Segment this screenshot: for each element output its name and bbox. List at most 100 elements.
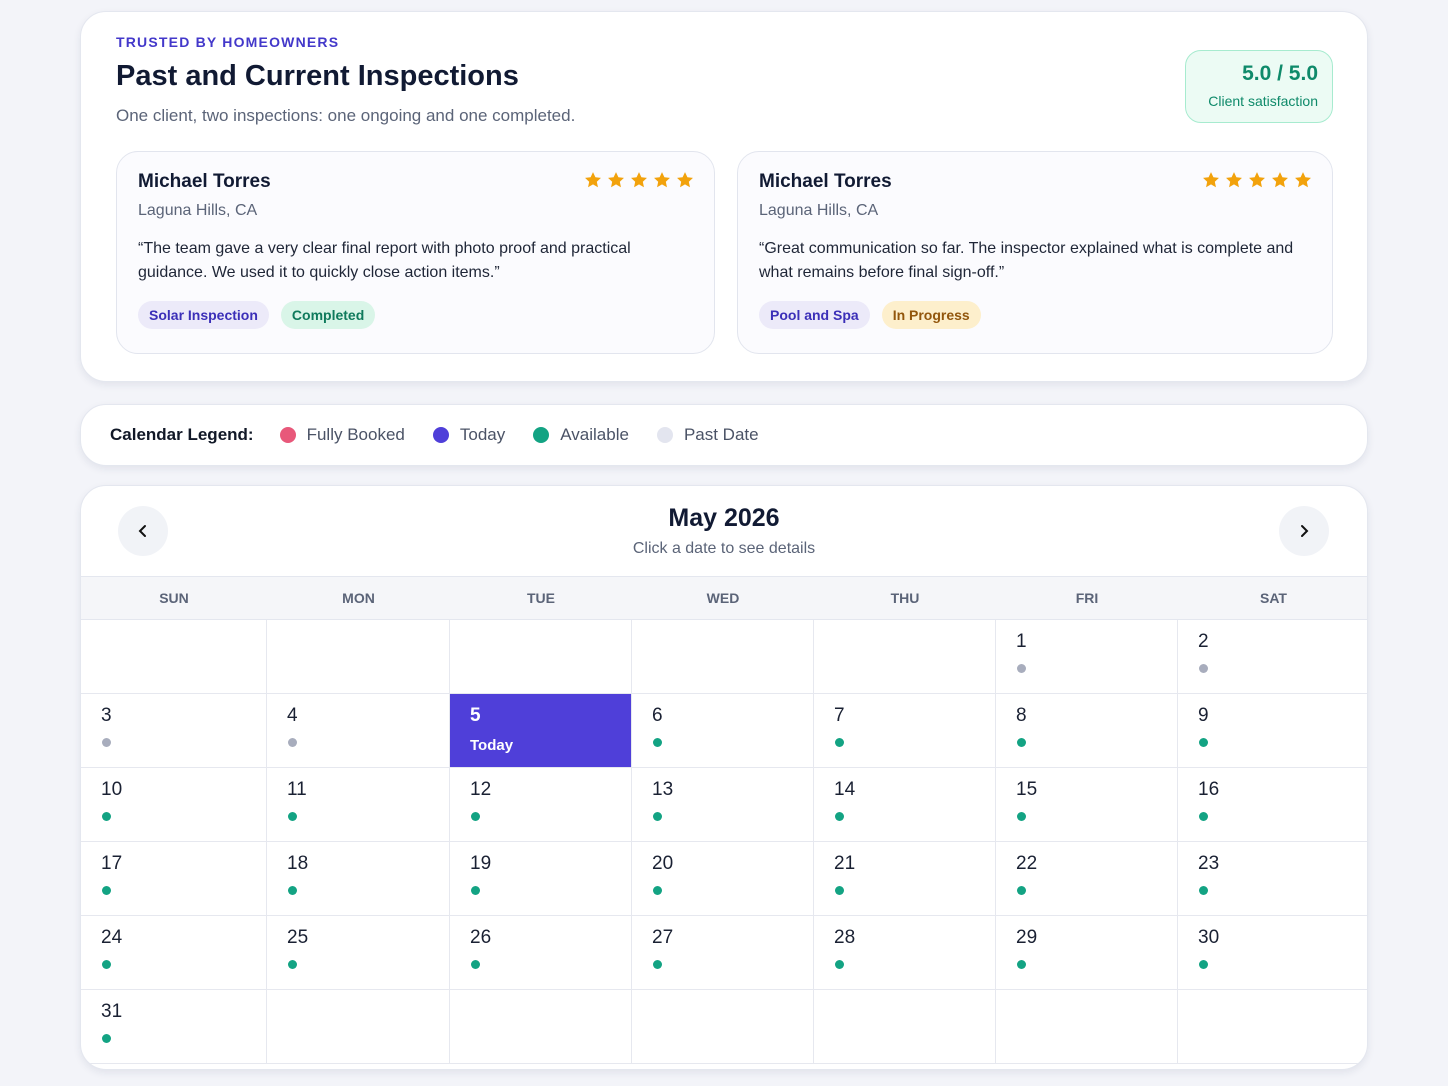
day-cell[interactable]: 19 [450, 842, 632, 916]
legend-item: Today [432, 425, 505, 445]
chevron-left [138, 525, 146, 537]
tags: Solar Inspection Completed [138, 301, 693, 329]
status-dot [288, 960, 297, 969]
star [1295, 172, 1311, 188]
status-dot [102, 738, 111, 747]
legend-dot [279, 427, 296, 443]
star [585, 172, 601, 188]
day-number: 2 [1198, 631, 1209, 652]
day-cell[interactable]: 11 [267, 768, 450, 842]
day-number: 16 [1198, 779, 1220, 800]
status-dot [1199, 738, 1208, 747]
prev-month[interactable] [118, 506, 168, 556]
status-dot [471, 886, 480, 895]
day-cell[interactable]: 8 [996, 694, 1178, 768]
day-cell[interactable]: 25 [267, 916, 450, 990]
status-dot [1199, 812, 1208, 821]
legend-item: Available [533, 425, 629, 445]
status-dot [653, 812, 662, 821]
legend-card: Calendar Legend: Fully Booked Today Availa… [80, 404, 1368, 466]
day-number: 20 [652, 853, 674, 874]
weekday: WED [632, 576, 814, 620]
status-dot [1017, 664, 1026, 673]
day-cell[interactable]: 4 [267, 694, 450, 768]
day-cell[interactable]: 31 [81, 990, 267, 1064]
weekday: THU [814, 576, 996, 620]
status-dot [288, 886, 297, 895]
day-cell[interactable]: 3 [81, 694, 267, 768]
day-cell[interactable]: 10 [81, 768, 267, 842]
day-number: 12 [470, 779, 492, 800]
day-number: 4 [287, 705, 298, 726]
status-dot [1199, 664, 1208, 673]
day-cell[interactable]: 15 [996, 768, 1178, 842]
day-cell[interactable]: 16 [1178, 768, 1367, 842]
day-cell[interactable]: 18 [267, 842, 450, 916]
star [654, 172, 670, 188]
legend-item: Past Date [656, 425, 759, 445]
day-cell[interactable]: 1 [996, 620, 1178, 694]
day-cell[interactable]: 12 [450, 768, 632, 842]
status-dot [653, 960, 662, 969]
day-cell[interactable]: 24 [81, 916, 267, 990]
tags: Pool and Spa In Progress [759, 301, 1311, 329]
day-number: 22 [1016, 853, 1038, 874]
status-dot [835, 812, 844, 821]
status-dot [1017, 886, 1026, 895]
star [677, 172, 693, 188]
day-number: 15 [1016, 779, 1038, 800]
hint: Click a date to see details [632, 540, 816, 557]
subtitle: One client, two inspections: one ongoing… [116, 106, 576, 125]
stars [584, 171, 694, 189]
status-dot [653, 886, 662, 895]
day-cell[interactable]: 13 [632, 768, 814, 842]
legend-label: Available [560, 425, 629, 444]
day-number: 28 [834, 927, 856, 948]
weekday: TUE [450, 576, 632, 620]
day-cell[interactable]: 6 [632, 694, 814, 768]
tag: Pool and Spa [759, 301, 870, 329]
review-card: Michael Torres Laguna Hills, CA “Great com… [737, 151, 1333, 354]
day-cell[interactable]: 17 [81, 842, 267, 916]
status-dot [1017, 738, 1026, 747]
day-number: 5 [470, 705, 481, 726]
review-card: Michael Torres Laguna Hills, CA “The team … [116, 151, 715, 354]
day-cell[interactable]: 9 [1178, 694, 1367, 768]
status-dot [835, 960, 844, 969]
day-cell[interactable]: 2 [1178, 620, 1367, 694]
day-number: 6 [652, 705, 663, 726]
star [1249, 172, 1265, 188]
day-cell[interactable]: 20 [632, 842, 814, 916]
day-cell[interactable]: 23 [1178, 842, 1367, 916]
day-cell[interactable]: 29 [996, 916, 1178, 990]
day-cell[interactable]: 7 [814, 694, 996, 768]
calendar-grid: SUN MON TUE WED THU FRI SAT 1 2 3 4 5 Today 6 7 8 9 10 11 1… [81, 576, 1367, 1064]
day-cell[interactable]: 30 [1178, 916, 1367, 990]
day-number: 10 [101, 779, 123, 800]
legend-label: Fully Booked [306, 425, 405, 444]
today-label: Today [470, 737, 514, 754]
day-cell[interactable]: 22 [996, 842, 1178, 916]
day-number: 7 [834, 705, 845, 726]
status-dot [102, 812, 111, 821]
weekday: SUN [81, 576, 267, 620]
status-dot [102, 960, 111, 969]
star [631, 172, 647, 188]
day-number: 30 [1198, 927, 1220, 948]
day-cell[interactable]: 14 [814, 768, 996, 842]
legend-dot [656, 427, 673, 443]
review-quote: “Great communication so far. The inspect… [759, 240, 1294, 281]
reviewer-name: Michael Torres [138, 171, 271, 192]
next-month[interactable] [1279, 506, 1329, 556]
status-dot [1199, 886, 1208, 895]
status-dot [1017, 960, 1026, 969]
day-cell[interactable]: 5 Today [450, 694, 632, 768]
day-cell[interactable]: 21 [814, 842, 996, 916]
day-number: 13 [652, 779, 674, 800]
chevron-right [1301, 525, 1309, 537]
day-cell[interactable]: 27 [632, 916, 814, 990]
reviewer-location: Laguna Hills, CA [759, 202, 879, 219]
status-dot [102, 886, 111, 895]
day-cell[interactable]: 28 [814, 916, 996, 990]
day-cell[interactable]: 26 [450, 916, 632, 990]
